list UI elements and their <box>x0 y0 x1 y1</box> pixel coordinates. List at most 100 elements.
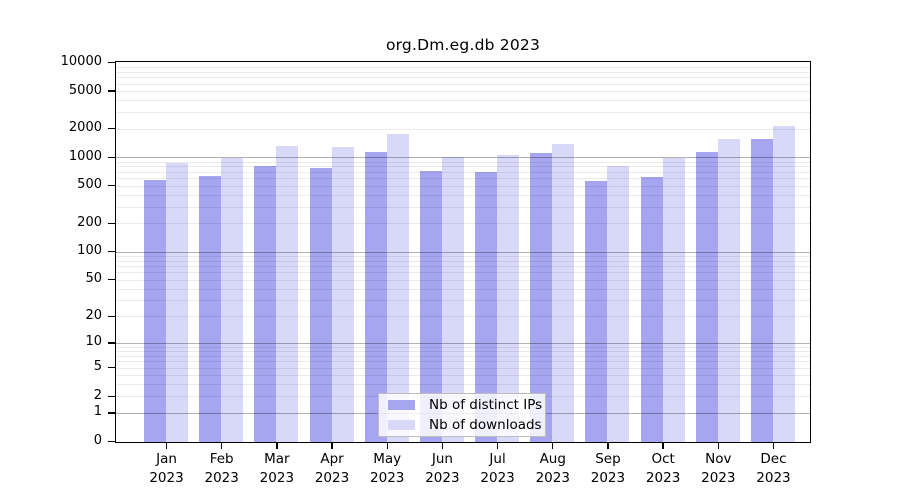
bar-downloads-apr <box>331 146 354 442</box>
bar-ips-may <box>364 152 387 442</box>
gridline-500 <box>116 185 810 187</box>
bar-downloads-sep <box>607 165 630 442</box>
y-tick-5000 <box>108 90 115 92</box>
bar-downloads-mar <box>276 146 299 442</box>
gridline-8 <box>116 351 810 353</box>
x-tick-nov <box>717 443 719 449</box>
chart-title: org.Dm.eg.db 2023 <box>385 36 541 54</box>
y-tick-500 <box>108 184 115 187</box>
gridline-10 <box>116 342 810 344</box>
gridline-4 <box>116 375 810 377</box>
gridline-5 <box>116 367 810 369</box>
x-tick-label-may: May 2023 <box>370 451 405 486</box>
bar-ips-jul <box>475 172 498 442</box>
gridline-1000 <box>116 157 810 159</box>
bar-ips-aug <box>530 153 553 442</box>
gridline-80 <box>116 260 810 262</box>
plot-area: Nb of distinct IPs Nb of downloads <box>115 61 811 443</box>
gridline-70 <box>116 266 810 268</box>
legend-swatch-downloads <box>388 420 415 431</box>
gridline-60 <box>116 272 810 274</box>
bar-downloads-may <box>386 134 409 442</box>
x-tick-mar <box>276 443 278 449</box>
x-tick-jul <box>496 443 499 449</box>
gridline-5000 <box>116 91 810 93</box>
y-tick-label-2000: 2000 <box>68 120 102 136</box>
x-tick-dec <box>772 443 775 449</box>
x-tick-label-jul: Jul 2023 <box>480 451 515 486</box>
bar-ips-dec <box>750 139 773 442</box>
y-tick-2000 <box>108 128 115 130</box>
gridline-6000 <box>116 83 810 85</box>
bar-downloads-nov <box>717 139 740 442</box>
legend-item-downloads: Nb of downloads <box>379 415 545 435</box>
legend: Nb of distinct IPs Nb of downloads <box>378 393 546 437</box>
legend-label-distinct-ips: Nb of distinct IPs <box>429 396 543 413</box>
gridline-400 <box>116 194 810 196</box>
bar-downloads-jun <box>441 156 464 442</box>
gridline-3000 <box>116 112 810 114</box>
gridline-200 <box>116 223 810 225</box>
bar-downloads-feb <box>221 158 244 442</box>
legend-swatch-distinct-ips <box>388 399 415 410</box>
bar-ips-oct <box>640 177 663 442</box>
x-tick-label-dec: Dec 2023 <box>756 451 791 486</box>
bars-layer <box>116 62 810 442</box>
bar-downloads-dec <box>772 126 795 442</box>
x-tick-label-oct: Oct 2023 <box>645 451 681 486</box>
gridline-2000 <box>116 128 810 130</box>
bar-ips-apr <box>309 168 332 442</box>
y-tick-label-1000: 1000 <box>68 148 102 164</box>
gridline-20 <box>116 316 810 318</box>
gridline-8000 <box>116 71 810 73</box>
legend-label-downloads: Nb of downloads <box>429 417 542 434</box>
bar-ips-nov <box>695 151 718 442</box>
gridline-4000 <box>116 100 810 102</box>
gridline-7000 <box>116 77 810 79</box>
y-tick-2 <box>108 395 115 397</box>
y-tick-label-500: 500 <box>77 177 102 193</box>
x-tick-feb <box>220 443 223 449</box>
y-tick-10 <box>108 342 115 344</box>
gridlines-layer <box>116 62 810 442</box>
gridline-3 <box>116 384 810 386</box>
bar-downloads-jan <box>166 163 188 442</box>
y-tick-label-1: 1 <box>93 404 102 420</box>
bar-ips-feb <box>199 176 222 442</box>
x-tick-label-nov: Nov 2023 <box>701 451 736 486</box>
gridline-30 <box>116 300 810 302</box>
x-tick-may <box>386 443 388 449</box>
gridline-40 <box>116 288 810 290</box>
gridline-100 <box>116 251 810 253</box>
bar-downloads-jul <box>497 154 520 442</box>
y-tick-label-2: 2 <box>93 387 102 403</box>
gridline-800 <box>116 166 810 168</box>
y-tick-label-10000: 10000 <box>60 53 102 69</box>
bar-ips-jun <box>419 171 442 442</box>
y-tick-label-200: 200 <box>77 214 102 230</box>
x-tick-apr <box>331 443 333 449</box>
x-tick-label-apr: Apr 2023 <box>314 451 350 486</box>
x-tick-label-jan: Jan 2023 <box>149 451 184 486</box>
gridline-9 <box>116 346 810 348</box>
y-tick-label-5000: 5000 <box>68 82 102 98</box>
y-tick-label-20: 20 <box>85 307 102 323</box>
x-tick-label-aug: Aug 2023 <box>535 451 570 486</box>
y-tick-label-5: 5 <box>93 359 102 375</box>
x-tick-oct <box>662 443 664 449</box>
x-tick-aug <box>552 443 554 449</box>
x-tick-jan <box>165 443 168 449</box>
bar-ips-jan <box>144 179 166 442</box>
gridline-300 <box>116 206 810 208</box>
legend-item-distinct-ips: Nb of distinct IPs <box>379 395 545 415</box>
x-tick-label-feb: Feb 2023 <box>204 451 239 486</box>
y-tick-1 <box>108 412 115 414</box>
y-tick-0 <box>108 440 115 443</box>
y-tick-label-0: 0 <box>93 433 102 448</box>
x-tick-sep <box>607 443 609 449</box>
y-tick-5 <box>108 367 115 369</box>
bar-ips-mar <box>254 165 277 442</box>
bar-downloads-oct <box>662 157 685 442</box>
gridline-6 <box>116 361 810 363</box>
